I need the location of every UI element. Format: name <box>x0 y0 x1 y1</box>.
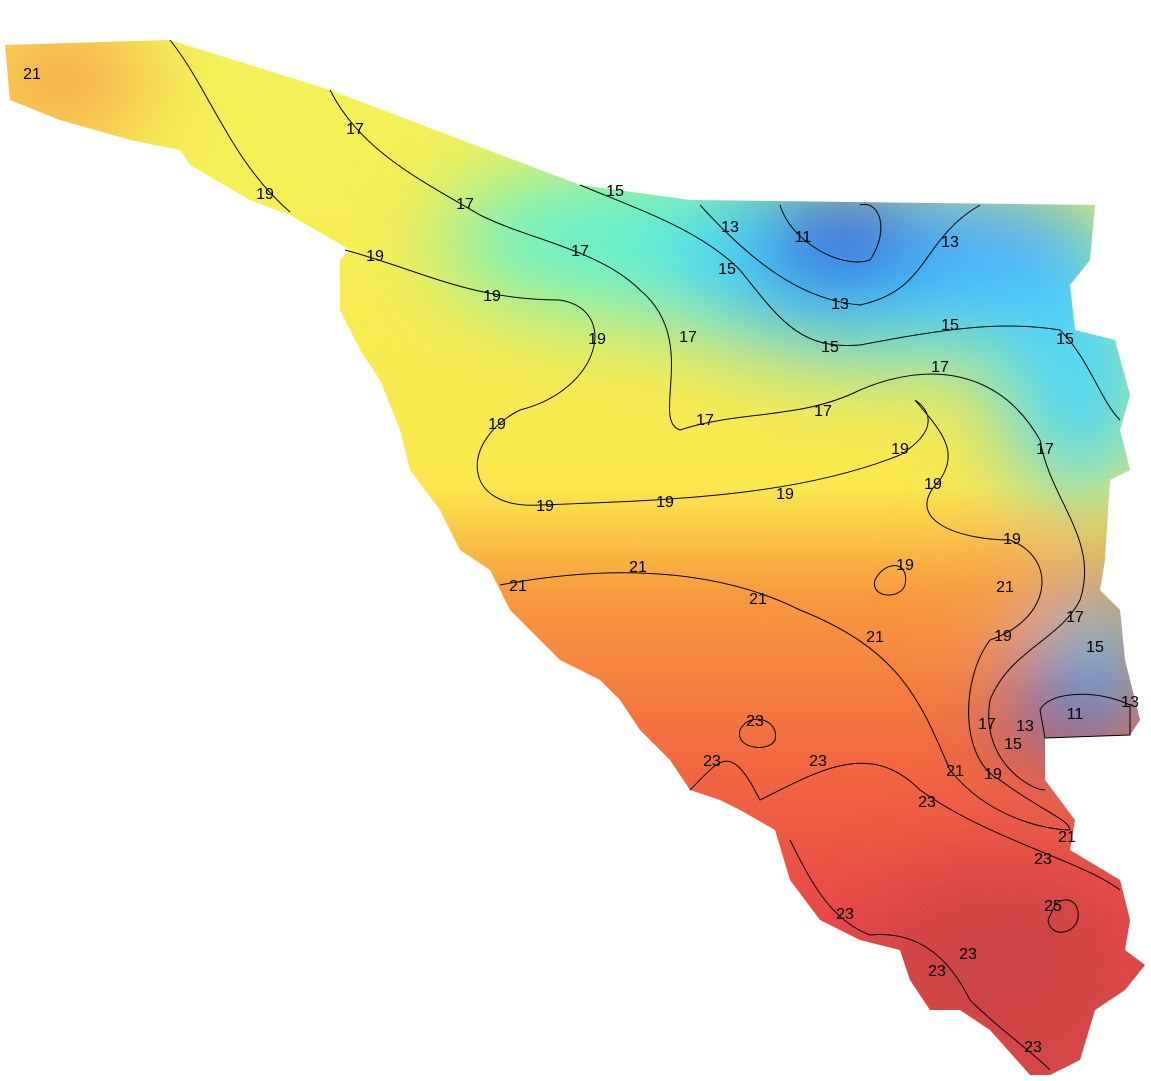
contour-label: 19 <box>776 486 794 503</box>
contour-label: 17 <box>456 196 474 213</box>
contour-label: 17 <box>1036 441 1054 458</box>
contour-lines <box>169 39 1131 1071</box>
contour-label: 15 <box>1004 736 1022 753</box>
contour-label: 21 <box>1058 829 1076 846</box>
contour-label: 15 <box>821 339 839 356</box>
contour-label: 19 <box>1003 531 1021 548</box>
contour-label: 21 <box>946 763 964 780</box>
contour-label: 13 <box>941 234 959 251</box>
contour-label: 19 <box>924 476 942 493</box>
contour-label: 19 <box>536 498 554 515</box>
contour-label: 11 <box>795 229 812 246</box>
contour-label: 19 <box>483 288 501 305</box>
contour-label: 17 <box>571 243 589 260</box>
contour-label: 21 <box>23 66 41 83</box>
contour-label: 17 <box>978 716 996 733</box>
contour-label: 15 <box>1086 639 1104 656</box>
contour-label: 19 <box>256 186 274 203</box>
contour-label: 13 <box>1016 718 1034 735</box>
contour-label: 23 <box>809 753 827 770</box>
contour-label: 23 <box>928 963 946 980</box>
contour-label: 23 <box>1034 851 1052 868</box>
contour-label: 23 <box>918 794 936 811</box>
contour-label: 19 <box>896 557 914 574</box>
contour-label: 15 <box>1056 331 1074 348</box>
contour-label: 17 <box>346 121 364 138</box>
contour-label: 21 <box>629 559 647 576</box>
contour-label: 11 <box>1067 706 1084 723</box>
contour-label: 13 <box>1121 694 1139 711</box>
contour-label: 19 <box>366 248 384 265</box>
contour-label: 17 <box>931 359 949 376</box>
contour-label: 15 <box>718 261 736 278</box>
contour-label: 19 <box>984 766 1002 783</box>
contour-label: 17 <box>814 403 832 420</box>
contour-label: 15 <box>606 183 624 200</box>
contour-label: 19 <box>588 331 606 348</box>
contour-label: 21 <box>996 579 1014 596</box>
contour-label: 21 <box>866 629 884 646</box>
contour-label: 23 <box>703 753 721 770</box>
contour-label: 17 <box>679 329 697 346</box>
contour-label: 23 <box>746 713 764 730</box>
contour-label: 13 <box>831 296 849 313</box>
contour-label: 19 <box>656 494 674 511</box>
contour-label: 17 <box>1066 609 1084 626</box>
contour-label: 19 <box>891 441 909 458</box>
contour-label: 23 <box>959 946 977 963</box>
contour-label: 17 <box>696 412 714 429</box>
contour-label: 25 <box>1044 898 1062 915</box>
contour-label: 13 <box>721 219 739 236</box>
contour-label: 21 <box>509 578 527 595</box>
contour-label: 19 <box>994 628 1012 645</box>
contour-label: 23 <box>1024 1039 1042 1056</box>
contour-label: 15 <box>941 317 959 334</box>
contour-label: 23 <box>836 906 854 923</box>
contour-label: 21 <box>749 591 767 608</box>
contour-label: 19 <box>488 416 506 433</box>
